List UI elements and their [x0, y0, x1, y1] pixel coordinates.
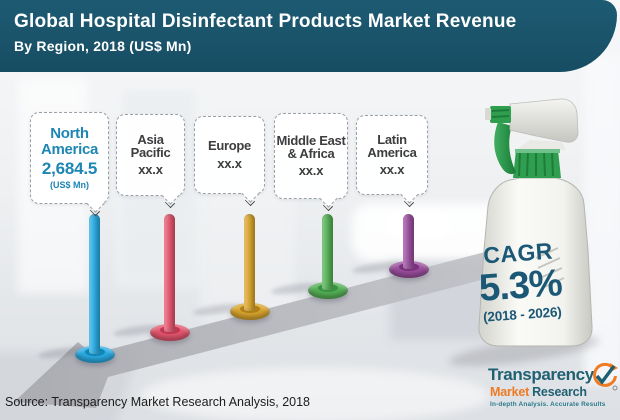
region-callout: North America 2,684.5 (US$ Mn) [30, 112, 109, 204]
region-callout: Latin America xx.x [356, 115, 428, 195]
logo-words: Market Research [490, 385, 587, 399]
pin-rod [244, 214, 255, 311]
region-name: Latin America [367, 131, 417, 160]
background-pillow [385, 212, 451, 238]
pin-rod [89, 214, 100, 354]
region-callout: Europe xx.x [194, 116, 265, 194]
trend-arrow-shape [14, 231, 566, 408]
page-title: Global Hospital Disinfectant Products Ma… [14, 11, 517, 32]
spray-bottle-illustration [436, 90, 611, 370]
logo-name: Transparency [488, 362, 618, 391]
region-name: Asia Pacific [130, 131, 171, 160]
region-value: xx.x [298, 163, 324, 179]
pin-rod [403, 214, 414, 269]
source-note: Source: Transparency Market Research Ana… [5, 395, 311, 409]
pin-rod [322, 214, 333, 290]
region-value: xx.x [379, 162, 405, 178]
region-name: Europe [208, 138, 251, 154]
spray-bottle-icon [478, 98, 593, 347]
region-name: North America [40, 125, 99, 158]
page-subtitle: By Region, 2018 (US$ Mn) [14, 37, 192, 54]
cagr-value: 5.3% [477, 262, 564, 310]
cagr-callout: CAGR 5.3% (2018 - 2026) [455, 236, 584, 326]
region-callout: Asia Pacific xx.x [116, 114, 185, 196]
region-callout: Middle East & Africa xx.x [274, 113, 348, 199]
region-value: xx.x [138, 162, 163, 178]
region-value: 2,684.5 [41, 158, 98, 178]
background-floor-glare [140, 368, 490, 420]
logo-tagline: In-depth Analysis. Accurate Results [490, 400, 606, 408]
header: Global Hospital Disinfectant Products Ma… [0, 0, 617, 72]
check-swoosh-icon [588, 362, 618, 395]
region-name: Middle East & Africa [276, 132, 346, 161]
region-value: xx.x [217, 155, 242, 171]
region-unit: (US$ Mn) [50, 179, 89, 190]
brand-logo: Transparency Market Research In-depth Ana… [488, 362, 618, 408]
pin-rod [164, 214, 175, 332]
